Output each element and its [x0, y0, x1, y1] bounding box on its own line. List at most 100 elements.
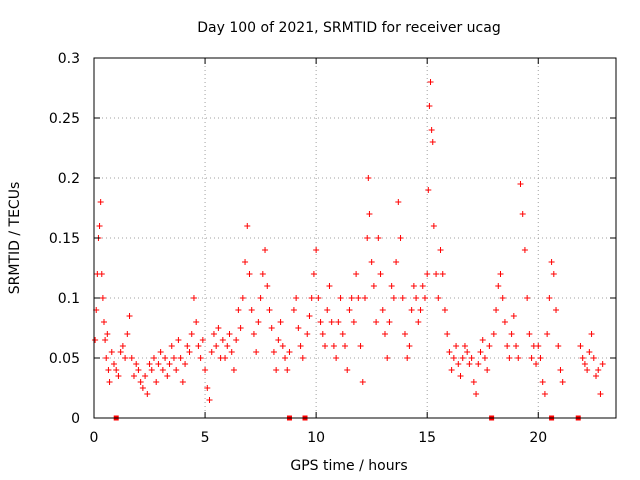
data-point	[230, 367, 237, 373]
data-point	[439, 271, 446, 277]
data-point	[113, 367, 120, 373]
data-point	[437, 247, 444, 253]
data-point	[270, 349, 277, 355]
data-point	[208, 349, 215, 355]
data-point	[139, 385, 146, 391]
data-point	[275, 337, 282, 343]
data-point	[304, 331, 311, 337]
data-point	[115, 373, 122, 379]
data-point	[322, 343, 329, 349]
data-point	[155, 361, 162, 367]
data-point	[199, 337, 206, 343]
data-point	[404, 355, 411, 361]
data-point	[470, 379, 477, 385]
data-point	[97, 199, 104, 205]
data-point	[546, 295, 553, 301]
x-tick-label: 0	[90, 430, 99, 446]
data-point	[393, 259, 400, 265]
data-point	[122, 355, 129, 361]
data-point	[175, 337, 182, 343]
data-point	[255, 319, 262, 325]
data-point	[246, 271, 253, 277]
data-point	[170, 355, 177, 361]
data-point	[553, 307, 560, 313]
data-point	[428, 127, 435, 133]
y-tick-label: 0.25	[49, 111, 80, 127]
data-point	[579, 355, 586, 361]
data-point	[319, 331, 326, 337]
data-point	[102, 337, 109, 343]
data-point	[421, 295, 428, 301]
data-point	[317, 319, 324, 325]
data-point	[544, 331, 551, 337]
data-point	[379, 307, 386, 313]
data-point	[377, 271, 384, 277]
data-point	[282, 355, 289, 361]
data-point	[588, 331, 595, 337]
data-point	[177, 355, 184, 361]
data-point	[477, 349, 484, 355]
data-point	[448, 367, 455, 373]
data-point	[179, 379, 186, 385]
data-point	[337, 295, 344, 301]
y-tick-label: 0	[71, 411, 80, 427]
data-point	[441, 307, 448, 313]
data-point	[204, 385, 211, 391]
data-point	[182, 361, 189, 367]
data-point	[168, 343, 175, 349]
data-point	[590, 355, 597, 361]
data-point	[535, 343, 542, 349]
data-point	[388, 283, 395, 289]
data-point	[429, 139, 436, 145]
data-point	[157, 349, 164, 355]
data-point	[344, 367, 351, 373]
data-point	[533, 361, 540, 367]
x-tick-label: 5	[201, 430, 210, 446]
data-point	[106, 379, 113, 385]
data-point	[326, 283, 333, 289]
data-point	[195, 343, 202, 349]
data-point	[427, 79, 434, 85]
data-point	[415, 319, 422, 325]
data-point	[126, 313, 133, 319]
grid-lines	[94, 58, 616, 418]
data-point	[453, 343, 460, 349]
data-point	[148, 367, 155, 373]
data-point	[597, 391, 604, 397]
data-point	[235, 307, 242, 313]
y-tick-label: 0.2	[58, 171, 80, 187]
data-point	[259, 271, 266, 277]
data-point	[359, 379, 366, 385]
data-point	[368, 259, 375, 265]
y-tick-label: 0.15	[49, 231, 80, 247]
data-point	[297, 343, 304, 349]
data-point	[330, 343, 337, 349]
data-point	[226, 331, 233, 337]
data-point	[299, 355, 306, 361]
data-point	[96, 223, 103, 229]
data-point	[386, 319, 393, 325]
data-point	[103, 355, 110, 361]
axis-ticks	[93, 57, 616, 419]
data-point	[324, 307, 331, 313]
data-point	[197, 355, 204, 361]
data-point	[395, 199, 402, 205]
data-point	[137, 379, 144, 385]
data-point	[490, 331, 497, 337]
data-point	[559, 379, 566, 385]
data-point	[268, 325, 275, 331]
data-point	[110, 361, 117, 367]
data-point	[357, 343, 364, 349]
data-point	[124, 331, 131, 337]
data-point	[486, 343, 493, 349]
data-point	[481, 355, 488, 361]
data-point	[419, 283, 426, 289]
data-point	[528, 355, 535, 361]
data-point	[133, 361, 140, 367]
data-point	[277, 319, 284, 325]
data-point	[426, 103, 433, 109]
data-point	[430, 223, 437, 229]
x-tick-label: 10	[307, 430, 325, 446]
data-point	[306, 313, 313, 319]
data-point	[541, 391, 548, 397]
